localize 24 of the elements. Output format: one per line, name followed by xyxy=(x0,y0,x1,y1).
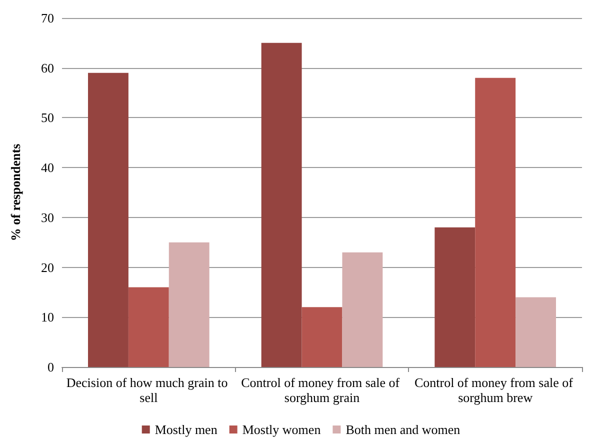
y-tick-label: 10 xyxy=(41,310,54,325)
y-axis-title: % of respondents xyxy=(8,144,23,242)
y-tick-label: 70 xyxy=(41,10,54,26)
bar xyxy=(168,242,210,367)
y-tick-label: 60 xyxy=(41,60,54,76)
x-tick-label: Control of money from sale of sorghum grain xyxy=(241,375,403,405)
legend-label: Mostly men xyxy=(154,422,218,437)
x-tick-label: Control of money from sale of sorghum brew xyxy=(414,375,576,405)
y-tick-label: 0 xyxy=(48,360,54,374)
bar xyxy=(342,252,383,367)
legend-label: Mostly women xyxy=(242,422,322,437)
bar xyxy=(261,42,302,367)
bar xyxy=(128,287,169,367)
legend-label: Both men and women xyxy=(346,422,461,437)
y-tick-label: 50 xyxy=(41,110,54,126)
y-tick-label: 40 xyxy=(41,160,54,176)
x-tick-label: Decision of how much grain to sell xyxy=(66,375,231,405)
bar xyxy=(475,78,516,367)
bar xyxy=(434,227,476,367)
y-tick-label: 30 xyxy=(41,210,54,225)
bar xyxy=(88,72,128,367)
y-tick-label: 20 xyxy=(41,260,54,275)
bar xyxy=(302,307,342,367)
bar xyxy=(516,297,556,367)
